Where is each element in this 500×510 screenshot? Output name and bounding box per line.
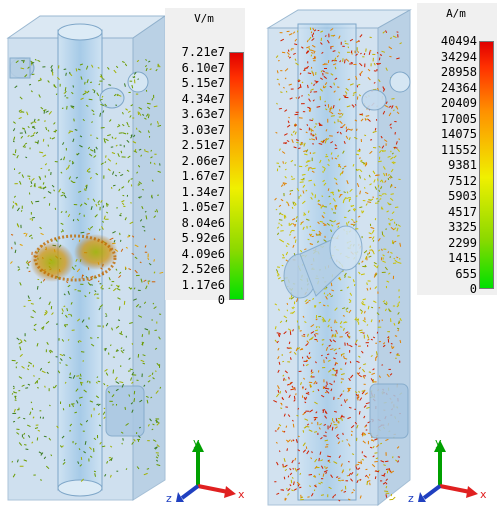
legend-tick-label: 0 xyxy=(217,293,225,307)
legend-tick-label: 5.15e7 xyxy=(181,76,225,90)
legend-tick-label: 6.10e7 xyxy=(181,60,225,75)
legend-tick-label: 2.52e6 xyxy=(181,262,225,276)
legend-tick-label: 8.04e6 xyxy=(181,215,225,230)
legend-tick-label: 20409 xyxy=(440,96,477,110)
legend-tick-label: 11552 xyxy=(440,142,477,157)
legend-tick-label: 655 xyxy=(455,266,477,281)
legend-tick-label: 9381 xyxy=(448,158,477,172)
legend-tick-label: 40494 xyxy=(440,34,477,48)
legend-tick-label: 4517 xyxy=(448,204,477,219)
legend-tick-label: 1.34e7 xyxy=(181,184,225,199)
legend-tick-label: 28958 xyxy=(440,65,477,79)
legend-ticks: 40494 34294 28958 24364 20409 17005 14075 11552… xyxy=(417,3,477,295)
electric-field-arrows xyxy=(10,58,164,482)
legend-tick-label: 5.92e6 xyxy=(181,231,225,245)
magnetic-field-view[interactable]: A/m 40494 34294 28958 24364 20409 17005 14075 1… xyxy=(250,0,500,510)
legend-tick-label: 1.05e7 xyxy=(181,200,225,214)
port-cylinders xyxy=(283,71,411,439)
legend-tick-label: 7512 xyxy=(448,173,477,188)
legend-colorbar xyxy=(479,41,494,289)
legend-tick-label: 14075 xyxy=(440,127,477,141)
electric-field-3d-viewport[interactable] xyxy=(0,0,250,510)
legend-tick-label: 1415 xyxy=(448,251,477,265)
legend-tick-label: 17005 xyxy=(440,111,477,126)
legend-colorbar xyxy=(229,52,244,300)
electric-field-legend: V/m 7.21e7 6.10e7 5.15e7 4.34e7 3.63e7 3.03e7… xyxy=(165,8,245,306)
legend-tick-label: 7.21e7 xyxy=(181,45,225,59)
legend-tick-label: 34294 xyxy=(440,49,477,64)
electric-field-view[interactable]: V/m 7.21e7 6.10e7 5.15e7 4.34e7 3.63e7 3.03e7… xyxy=(0,0,250,510)
legend-tick-label: 3.63e7 xyxy=(181,107,225,121)
legend-tick-label: 24364 xyxy=(440,80,477,95)
axis-z-label: z xyxy=(166,492,172,505)
legend-tick-label: 2.06e7 xyxy=(181,153,225,168)
magnetic-field-3d-viewport[interactable] xyxy=(250,0,500,510)
axis-triad: y x z xyxy=(408,436,487,505)
legend-tick-label: 4.09e6 xyxy=(181,246,225,261)
legend-tick-label: 3325 xyxy=(448,220,477,234)
legend-unit: A/m xyxy=(446,7,466,20)
legend-tick-label: 4.34e7 xyxy=(181,91,225,106)
axis-y-label: y xyxy=(193,436,200,449)
legend-ticks: 7.21e7 6.10e7 5.15e7 4.34e7 3.63e7 3.03e7 2.51… xyxy=(165,8,225,306)
axis-gizmo[interactable]: y x z xyxy=(408,436,487,505)
legend-tick-label: 1.67e7 xyxy=(181,169,225,183)
axis-triad: y x z xyxy=(166,436,245,505)
axis-x-label: x xyxy=(238,488,245,501)
magnetic-field-legend: A/m 40494 34294 28958 24364 20409 17005 14075 1… xyxy=(417,3,497,295)
legend-tick-label: 2.51e7 xyxy=(181,138,225,152)
axis-z-label: z xyxy=(408,492,414,505)
legend-tick-label: 1.17e6 xyxy=(181,277,225,292)
axis-gizmo[interactable]: y x z xyxy=(166,436,245,505)
legend-tick-label: 5903 xyxy=(448,189,477,203)
legend-tick-label: 0 xyxy=(469,282,477,296)
magnetic-field-arrows xyxy=(273,27,403,502)
axis-x-label: x xyxy=(480,488,487,501)
hot-ring xyxy=(30,234,118,282)
legend-unit: V/m xyxy=(194,12,214,25)
axis-y-label: y xyxy=(435,436,442,449)
legend-tick-label: 2299 xyxy=(448,235,477,250)
legend-tick-label: 3.03e7 xyxy=(181,122,225,137)
